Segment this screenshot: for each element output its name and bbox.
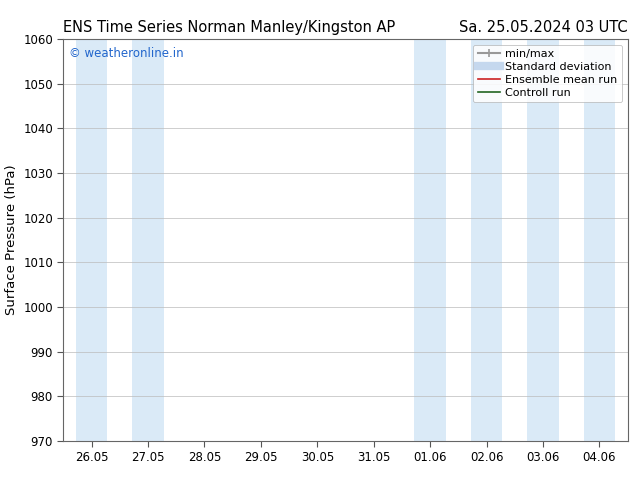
Text: Sa. 25.05.2024 03 UTC: Sa. 25.05.2024 03 UTC [459, 20, 628, 35]
Text: © weatheronline.in: © weatheronline.in [69, 47, 184, 60]
Bar [584, 39, 615, 441]
Bar [415, 39, 446, 441]
Bar [471, 39, 502, 441]
Legend: min/max, Standard deviation, Ensemble mean run, Controll run: min/max, Standard deviation, Ensemble me… [473, 45, 622, 102]
Bar [527, 39, 559, 441]
Bar [133, 39, 164, 441]
Text: ENS Time Series Norman Manley/Kingston AP: ENS Time Series Norman Manley/Kingston A… [63, 20, 396, 35]
Y-axis label: Surface Pressure (hPa): Surface Pressure (hPa) [4, 165, 18, 316]
Bar [76, 39, 107, 441]
